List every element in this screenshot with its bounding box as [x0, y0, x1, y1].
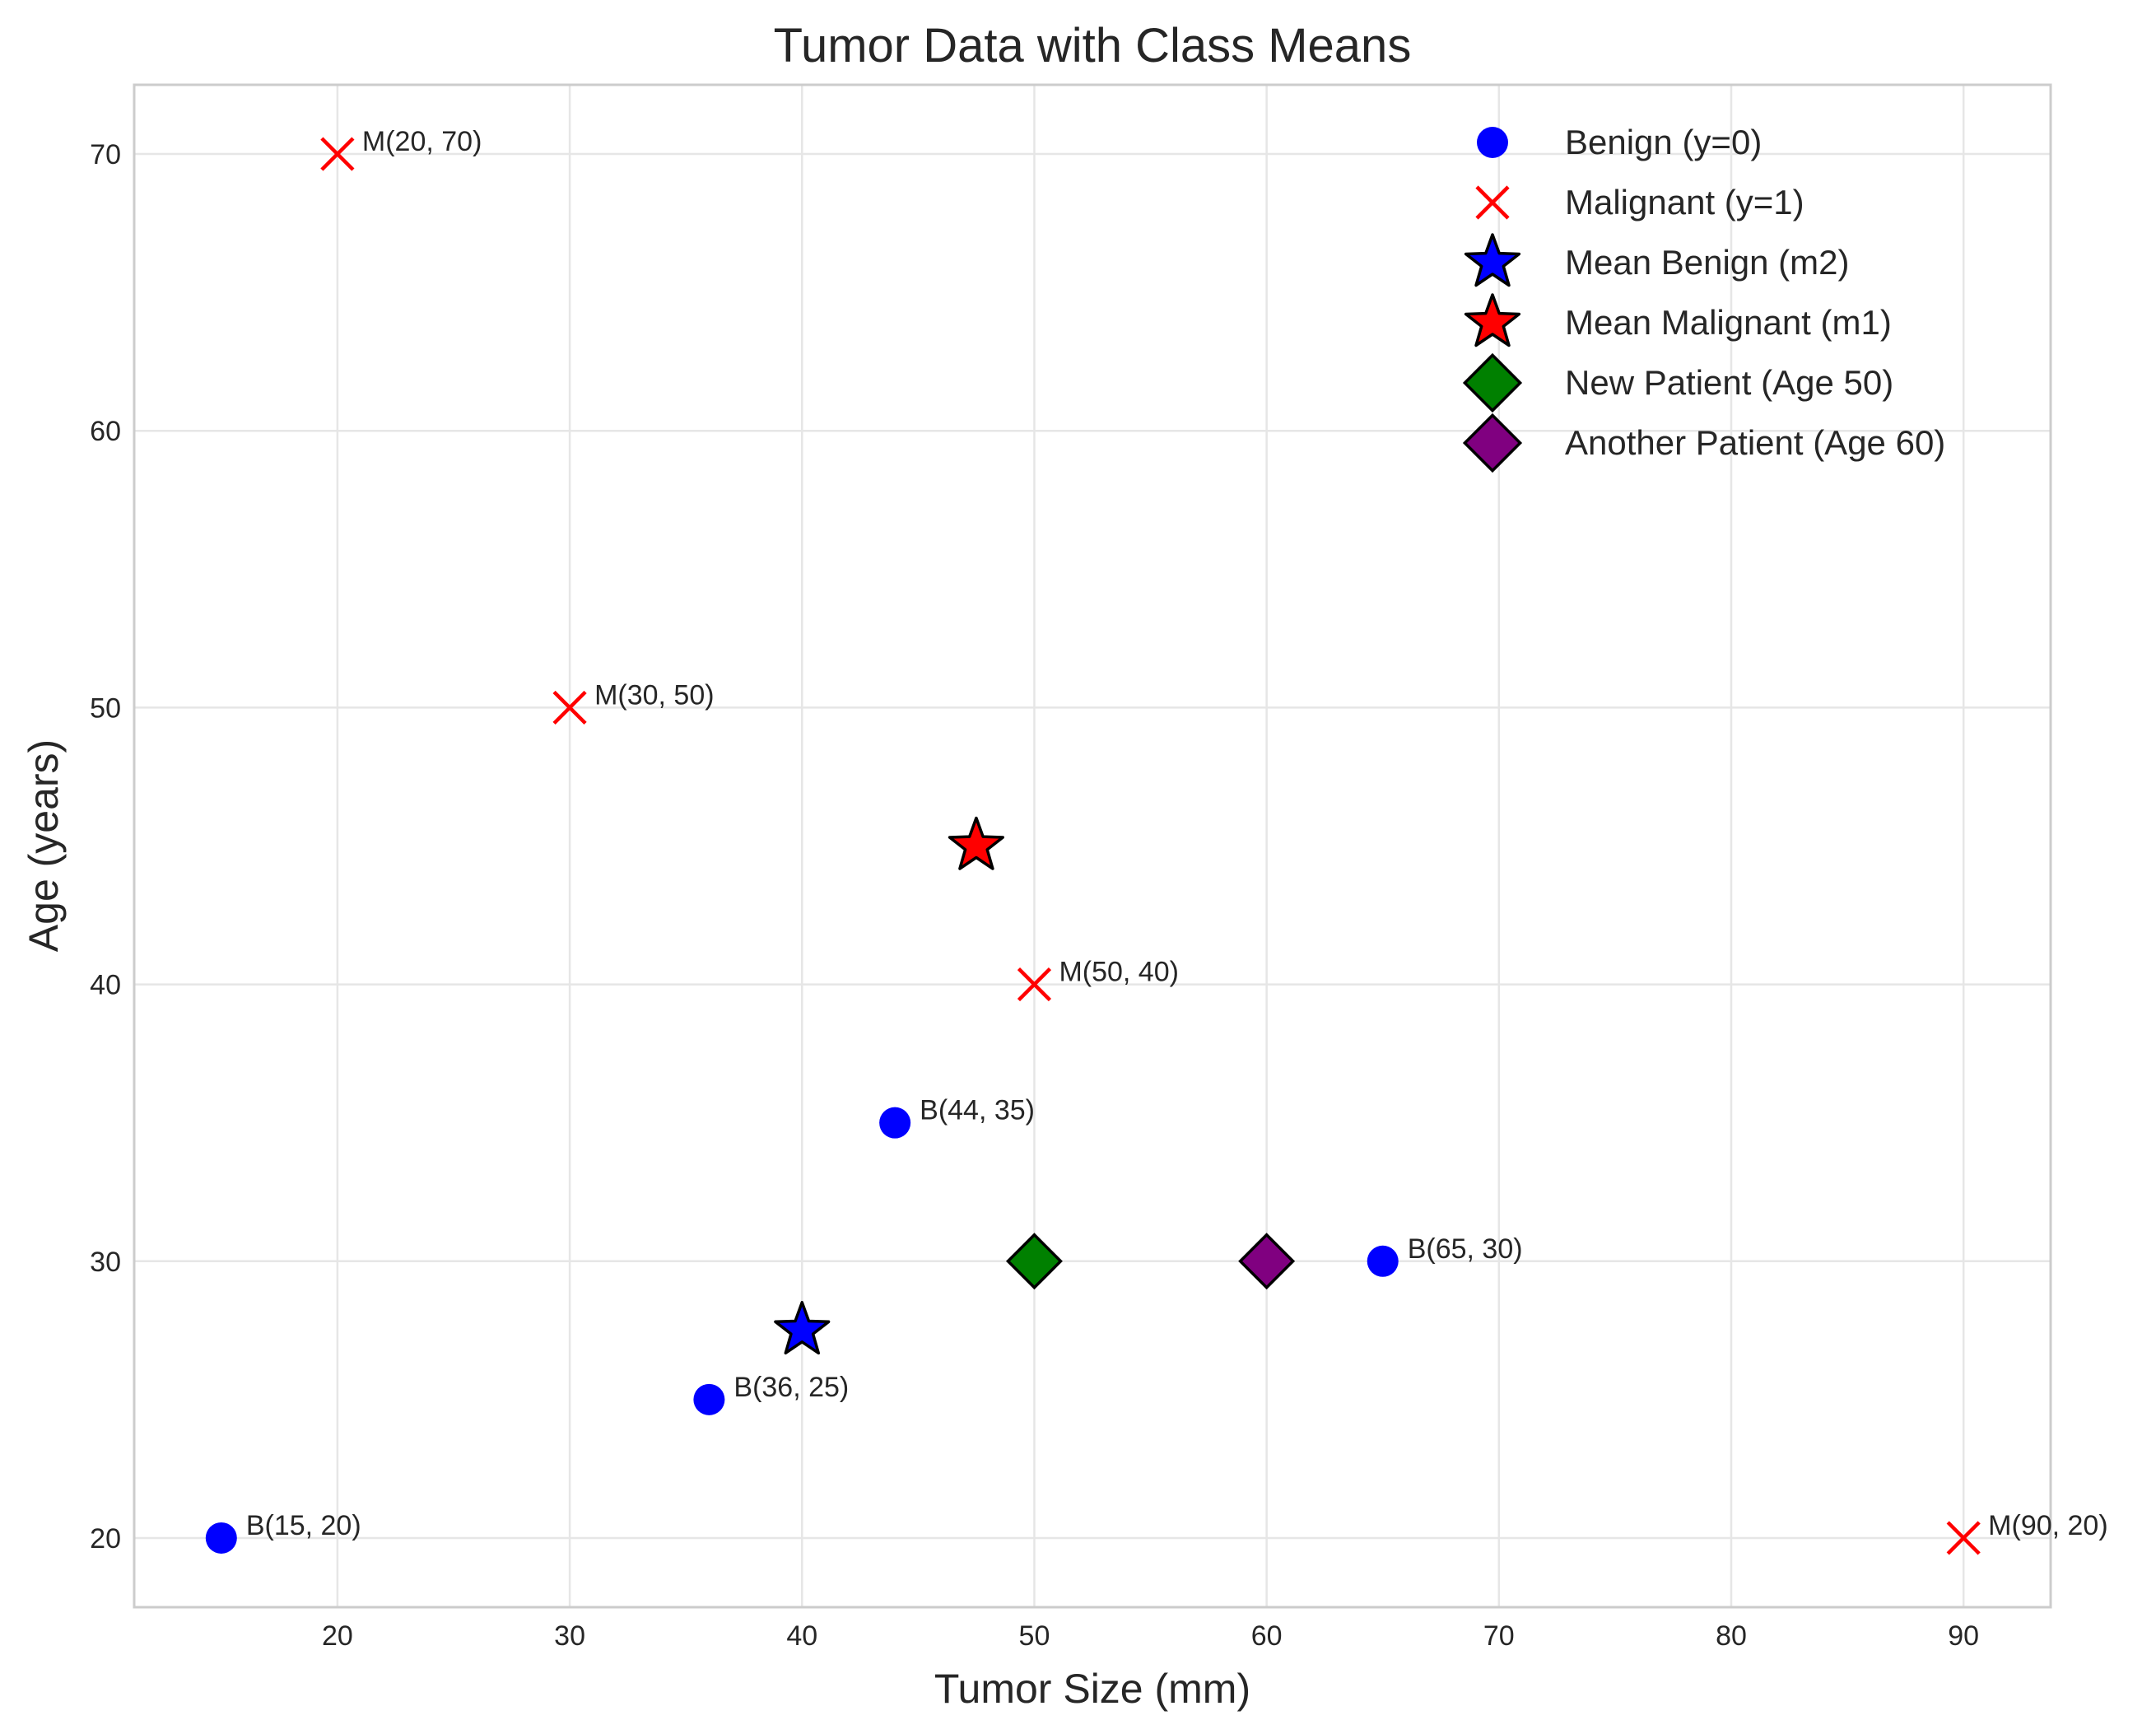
legend: Benign (y=0) Malignant (y=1) Mean Benign (… — [1462, 123, 1945, 473]
plot-frame — [133, 83, 2052, 1609]
point-label: M(50, 40) — [1059, 957, 1179, 988]
y-tick-label: 70 — [90, 139, 121, 170]
point-label: M(20, 70) — [362, 126, 482, 157]
x-tick-label: 90 — [1948, 1620, 1979, 1652]
x-tick-label: 40 — [786, 1620, 817, 1652]
legend-label: Malignant (y=1) — [1565, 183, 1804, 221]
x-tick-label: 30 — [554, 1620, 585, 1652]
x-stroke — [1475, 185, 1510, 220]
legend-label: Another Patient (Age 60) — [1565, 423, 1945, 462]
point-label: B(65, 30) — [1408, 1233, 1523, 1265]
y-tick-label: 60 — [90, 416, 121, 447]
point-label: B(36, 25) — [733, 1372, 849, 1403]
point-label: B(44, 35) — [920, 1095, 1035, 1126]
x-tick-label: 20 — [322, 1620, 353, 1652]
diamond-point-marker — [1005, 1233, 1063, 1290]
diamond-point-marker — [1238, 1233, 1296, 1290]
legend-marker — [1464, 293, 1521, 347]
x-axis-label: Tumor Size (mm) — [934, 1666, 1250, 1712]
point-label: M(90, 20) — [1988, 1510, 2108, 1541]
y-axis-label: Age (years) — [21, 739, 67, 952]
grid-lines — [134, 85, 2051, 1607]
legend-marker — [1462, 352, 1523, 413]
legend-label: New Patient (Age 50) — [1565, 363, 1893, 402]
y-tick-label: 30 — [90, 1247, 121, 1278]
point-label: B(15, 20) — [246, 1510, 361, 1541]
y-tick-label: 20 — [90, 1523, 121, 1555]
malignant-point-marker — [552, 690, 587, 725]
legend-label: Mean Benign (m2) — [1565, 243, 1850, 282]
legend-marker — [1464, 233, 1521, 287]
malignant-point-marker — [1946, 1521, 1981, 1555]
x-stroke — [552, 690, 587, 725]
malignant-point-marker — [1017, 967, 1052, 1002]
y-tick-label: 40 — [90, 970, 121, 1001]
y-tick-label: 50 — [90, 692, 121, 724]
legend-marker — [1462, 413, 1523, 473]
x-stroke — [320, 137, 355, 171]
benign-point-marker — [205, 1522, 237, 1554]
x-tick-label: 70 — [1483, 1620, 1515, 1652]
benign-point-marker — [879, 1107, 911, 1139]
star-point-marker — [948, 816, 1004, 870]
x-tick-label: 50 — [1019, 1620, 1050, 1652]
x-tick-label: 60 — [1251, 1620, 1283, 1652]
legend-marker — [1477, 127, 1508, 158]
chart-title: Tumor Data with Class Means — [774, 19, 1412, 72]
benign-point-marker — [1367, 1245, 1399, 1277]
x-stroke — [1946, 1521, 1981, 1555]
legend-label: Mean Malignant (m1) — [1565, 303, 1892, 342]
legend-label: Benign (y=0) — [1565, 123, 1762, 161]
x-axis-ticks: 20 30 40 50 60 70 80 90 — [322, 1620, 1979, 1652]
x-stroke — [1017, 967, 1052, 1002]
legend-marker — [1475, 185, 1510, 220]
point-label: M(30, 50) — [594, 679, 715, 711]
benign-point-marker — [693, 1383, 725, 1415]
star-point-marker — [774, 1301, 831, 1355]
malignant-point-marker — [320, 137, 355, 171]
data-points: B(15, 20) B(36, 25) B(44, 35) B(65, 30) M(20… — [205, 126, 2108, 1555]
y-axis-ticks: 20 30 40 50 60 70 — [90, 139, 121, 1555]
x-tick-label: 80 — [1716, 1620, 1747, 1652]
